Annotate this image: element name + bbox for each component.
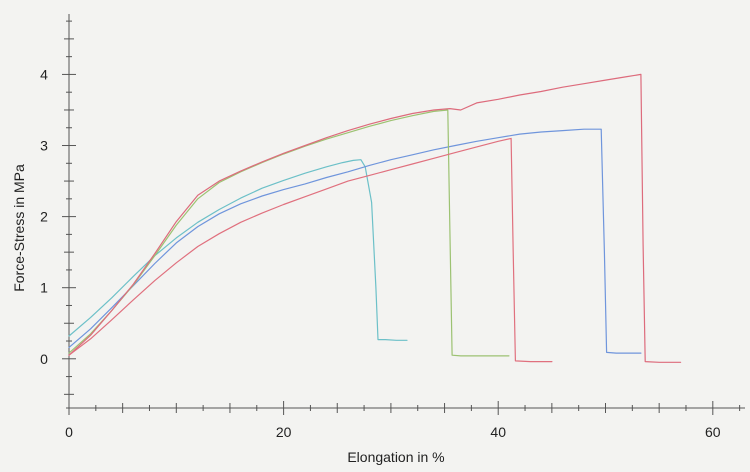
series-line-1 bbox=[68, 159, 408, 341]
axes bbox=[62, 14, 745, 415]
y-tick-label: 3 bbox=[40, 138, 48, 154]
series-group bbox=[68, 73, 682, 363]
series-line-5 bbox=[68, 137, 553, 363]
y-tick-label: 1 bbox=[40, 280, 48, 296]
series-line-3 bbox=[68, 109, 510, 357]
x-axis-title: Elongation in % bbox=[347, 449, 444, 465]
y-tick-label: 0 bbox=[40, 351, 48, 367]
y-tick-label: 2 bbox=[40, 209, 48, 225]
x-tick-label: 0 bbox=[65, 424, 73, 440]
y-axis-title: Force-Stress in MPa bbox=[11, 164, 27, 292]
x-tick-label: 20 bbox=[276, 424, 292, 440]
y-tick-label: 4 bbox=[40, 66, 48, 82]
series-line-2 bbox=[68, 128, 642, 354]
series-line-4 bbox=[68, 73, 682, 363]
x-tick-label: 60 bbox=[705, 424, 721, 440]
x-tick-label: 40 bbox=[490, 424, 506, 440]
